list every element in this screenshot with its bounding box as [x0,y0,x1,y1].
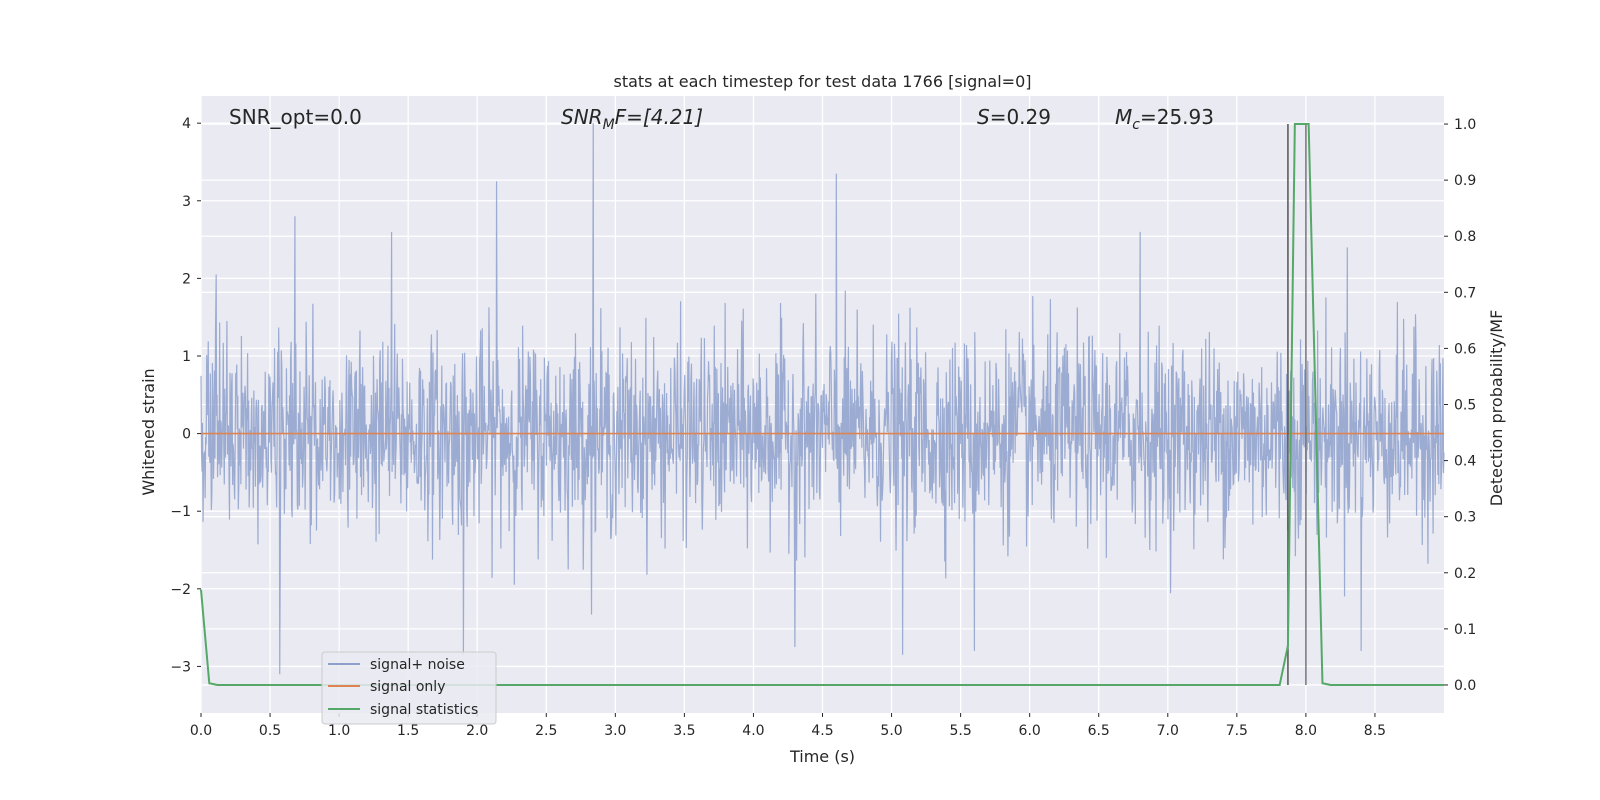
annotation-mc: Mc=25.93 [1115,105,1214,133]
annotation-snr-mf-rest: F=[4.21] [615,105,703,129]
x-tick-label-2: 1.0 [328,723,350,739]
y2-tick-label-9: 0.9 [1454,173,1476,189]
legend-box [321,651,497,725]
annotation-snr-mf-main: SNR [561,105,603,129]
x-tick-label-9: 4.5 [811,723,833,739]
x-tick-label-5: 2.5 [535,723,557,739]
x-tick-label-11: 5.5 [949,723,971,739]
series-signal-statistics [200,123,1444,686]
annotation-snr-mf-sub: M [603,117,615,133]
y2-tick-label-4: 0.4 [1454,454,1476,470]
y-tick-label-6: 3 [182,194,191,210]
x-tick-label-15: 7.5 [1226,723,1248,739]
x-tick-label-7: 3.5 [673,723,695,739]
x-tick-label-17: 8.5 [1364,723,1386,739]
x-tick-label-14: 7.0 [1157,723,1179,739]
x-tick-label-12: 6.0 [1019,723,1041,739]
noise-line [200,123,1445,675]
annotation-mc-main: M [1115,105,1132,129]
y2-tick-label-3: 0.3 [1454,510,1476,526]
y2-tick-label-6: 0.6 [1454,341,1476,357]
x-axis-label: Time (s) [789,747,855,766]
y-tick-label-2: −1 [170,504,191,520]
annotation-snr-mf: SNRMF=[4.21] [561,105,703,133]
x-tick-label-4: 2.0 [466,723,488,739]
signal-statistics-line [200,123,1444,686]
y-tick-label-1: −2 [170,582,191,598]
x-tick-label-6: 3.0 [604,723,626,739]
y-tick-label-5: 2 [182,271,191,287]
y-tick-label-3: 0 [182,427,191,443]
chart-title: stats at each timestep for test data 176… [613,72,1031,91]
legend-label-signal-statistics: signal statistics [370,702,478,718]
y-tick-label-4: 1 [182,349,191,365]
annotation-mc-sub: c [1132,117,1140,133]
x-tick-label-3: 1.5 [397,723,419,739]
x-tick-label-10: 5.0 [880,723,902,739]
x-axis-ticks: 0.0 0.5 1.0 1.5 2.0 2.5 3.0 3.5 4.0 4.5 5.0 5.5 6.0 6… [190,713,1386,739]
x-tick-label-0: 0.0 [190,723,212,739]
x-tick-label-8: 4.0 [742,723,764,739]
legend-label-signal-only: signal only [370,679,445,695]
annotation-s-rest: =0.29 [990,105,1051,129]
y2-tick-label-10: 1.0 [1454,117,1476,133]
y2-axis-label: Detection probability/MF [1487,310,1506,507]
annotation-mc-rest: =25.93 [1140,105,1214,129]
legend-label-signal-noise: signal+ noise [370,657,465,673]
y2-tick-label-1: 0.1 [1454,622,1476,638]
y2-tick-label-0: 0.0 [1454,678,1476,694]
x-tick-label-16: 8.0 [1295,723,1317,739]
y2-tick-label-2: 0.2 [1454,566,1476,582]
y2-tick-label-7: 0.7 [1454,285,1476,301]
x-tick-label-13: 6.5 [1088,723,1110,739]
y-tick-label-0: −3 [170,659,191,675]
annotation-snr-opt: SNR_opt=0.0 [229,105,362,129]
y2-tick-label-5: 0.5 [1454,398,1476,414]
annotation-s: S=0.29 [977,105,1051,129]
y-tick-label-7: 4 [182,116,191,132]
y-axis-label: Whitened strain [139,368,158,495]
y-axis-ticks: −3 −2 −1 0 1 2 3 4 [170,116,201,675]
legend: signal+ noise signal only signal statist… [321,651,497,725]
y2-axis-ticks: 0.0 0.1 0.2 0.3 0.4 0.5 0.6 0.7 0.8 0.9 1.0 [1444,117,1476,694]
annotation-s-main: S [977,105,990,129]
series-signal-noise [200,123,1445,675]
y2-tick-label-8: 0.8 [1454,229,1476,245]
x-tick-label-1: 0.5 [259,723,281,739]
